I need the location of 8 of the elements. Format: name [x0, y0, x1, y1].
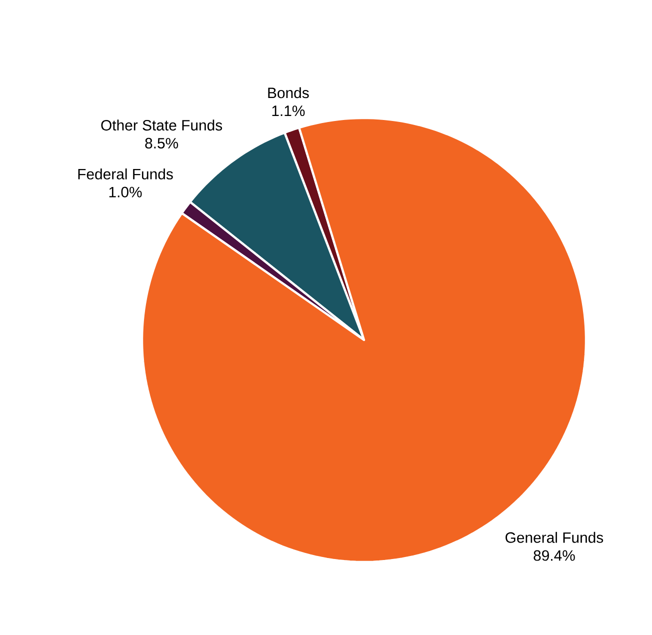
slice-label: Federal Funds — [78, 168, 173, 180]
slice-label: Bonds — [268, 87, 309, 98]
slice-label: Other State Funds — [101, 120, 222, 131]
data-label: 89.4% — [534, 550, 575, 561]
data-label: 8.5% — [145, 138, 178, 148]
data-label: 1.1% — [272, 106, 305, 116]
slice-label: General Funds — [506, 532, 604, 543]
data-label: 1.0% — [109, 186, 142, 198]
